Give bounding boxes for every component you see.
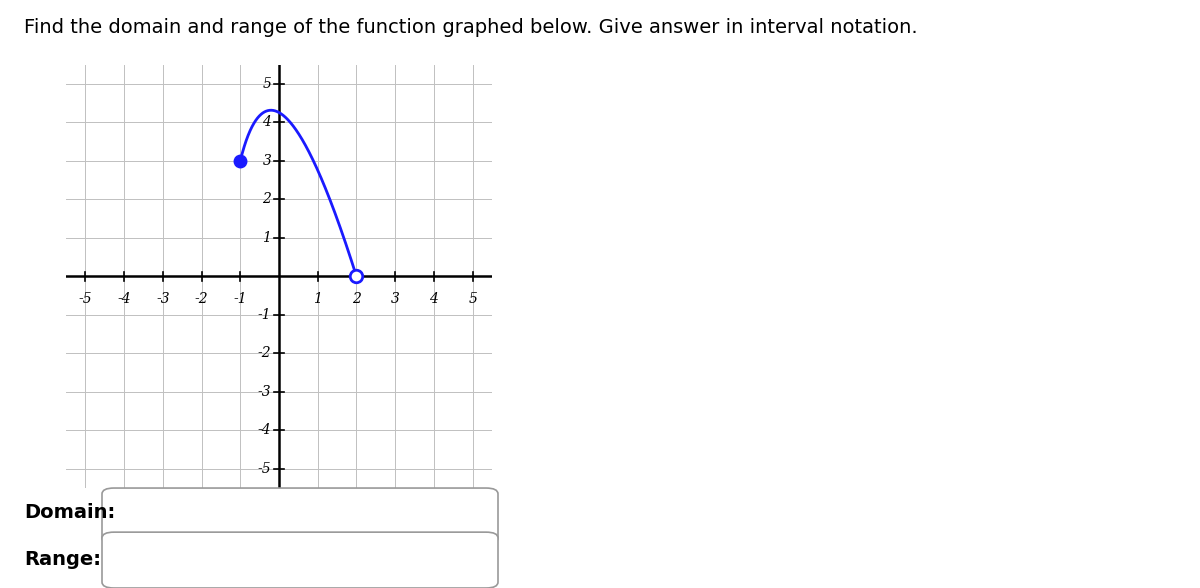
Text: -4: -4 [118, 292, 131, 306]
Text: 4: 4 [263, 115, 271, 129]
Text: Find the domain and range of the function graphed below. Give answer in interval: Find the domain and range of the functio… [24, 18, 918, 36]
Text: Domain:: Domain: [24, 503, 115, 522]
Text: 3: 3 [391, 292, 400, 306]
Text: 2: 2 [263, 192, 271, 206]
Text: Range:: Range: [24, 550, 101, 569]
Text: -5: -5 [78, 292, 92, 306]
Text: 2: 2 [352, 292, 361, 306]
Text: -3: -3 [258, 385, 271, 399]
Text: 1: 1 [263, 231, 271, 245]
Text: -4: -4 [258, 423, 271, 437]
Text: -5: -5 [258, 462, 271, 476]
Text: 1: 1 [313, 292, 322, 306]
Text: 4: 4 [430, 292, 438, 306]
Text: -1: -1 [258, 308, 271, 322]
Text: 5: 5 [263, 77, 271, 91]
Text: -1: -1 [234, 292, 247, 306]
Text: 3: 3 [263, 154, 271, 168]
Text: -2: -2 [194, 292, 209, 306]
Text: -3: -3 [156, 292, 169, 306]
Text: -2: -2 [258, 346, 271, 360]
Text: 5: 5 [468, 292, 478, 306]
